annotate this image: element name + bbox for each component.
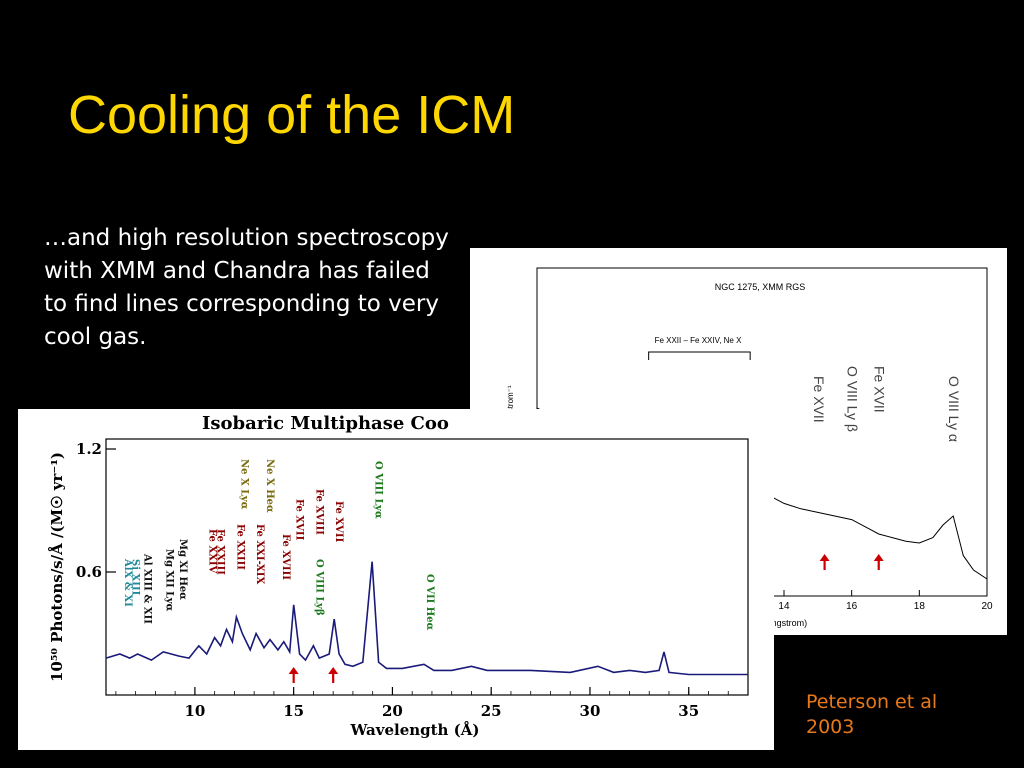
y-tick-label: 0.6 — [76, 563, 102, 581]
x-tick-label: 16 — [846, 601, 858, 612]
x-tick-label: 15 — [283, 702, 304, 720]
line-label: Fe XVIII — [280, 534, 291, 580]
bracket-label: Fe XXII – Fe XXIV, Ne X — [655, 336, 743, 345]
fe-ne-bracket — [648, 351, 751, 360]
x-tick-label: 35 — [678, 702, 699, 720]
x-tick-label: 18 — [914, 601, 926, 612]
citation-authors: Peterson et al — [806, 691, 938, 713]
isobaric-model-figure: Isobaric Multiphase Coo Wavelength (Å) 1… — [18, 409, 774, 750]
chart-title: NGC 1275, XMM RGS — [715, 282, 806, 292]
line-marker-arrow — [328, 667, 339, 683]
x-tick-label: 20 — [981, 601, 993, 612]
line-marker-arrow — [288, 667, 299, 683]
line-label: Ne X Lyα — [238, 459, 249, 510]
line-label: Fe XVII — [872, 366, 888, 413]
line-label: Fe XXIII — [234, 524, 245, 570]
plot-frame — [105, 438, 749, 696]
line-label: Mg XI Heα — [177, 539, 188, 600]
line-label: Al XIII & XII — [142, 553, 153, 624]
line-label: O VIII Ly α — [946, 376, 962, 442]
line-label: O VIII Lyα — [373, 461, 384, 519]
line-marker-arrow — [873, 554, 884, 570]
slide-title: Cooling of the ICM — [68, 85, 516, 145]
line-label: AlX & XI — [122, 558, 133, 607]
citation-year: 2003 — [806, 716, 855, 738]
x-tick-label: 14 — [778, 601, 790, 612]
isobaric-model-chart: Isobaric Multiphase Coo Wavelength (Å) 1… — [48, 413, 749, 739]
line-label: Fe XVII — [333, 501, 344, 543]
line-label: Ne X Heα — [264, 459, 275, 513]
series-line-model — [105, 561, 748, 676]
line-label: Fe XVIII — [313, 489, 324, 535]
line-label: O VIII Ly β — [845, 366, 861, 432]
line-label: Si XIII — [130, 559, 141, 596]
line-label: O VIII Lyβ — [313, 559, 324, 616]
x-tick-label: 25 — [481, 702, 502, 720]
slide-body-text: …and high resolution spectroscopy with X… — [44, 225, 449, 350]
line-label: Fe XXIII — [215, 529, 226, 575]
line-label: Fe XVII — [294, 499, 305, 541]
citation: Peterson et al 2003 — [806, 690, 937, 740]
line-marker-arrow — [819, 554, 830, 570]
line-label: O VII Heα — [424, 574, 435, 631]
x-tick-label: 20 — [382, 702, 403, 720]
y-tick-label: 1.2 — [76, 440, 102, 458]
line-label: Fe XVII — [811, 376, 827, 423]
line-label: Fe XXIV — [207, 529, 218, 574]
y-axis-label: 10⁵⁰ Photons/s/Å /(M☉ yr⁻¹) — [48, 452, 66, 682]
x-tick-label: 10 — [184, 702, 205, 720]
line-label: Fe XXI-XIX — [254, 524, 265, 584]
line-label: Mg XII Lyα — [163, 549, 174, 612]
x-tick-label: 30 — [580, 702, 601, 720]
x-axis-label: Wavelength (Å) — [349, 721, 479, 739]
chart-title: Isobaric Multiphase Coo — [202, 413, 449, 434]
